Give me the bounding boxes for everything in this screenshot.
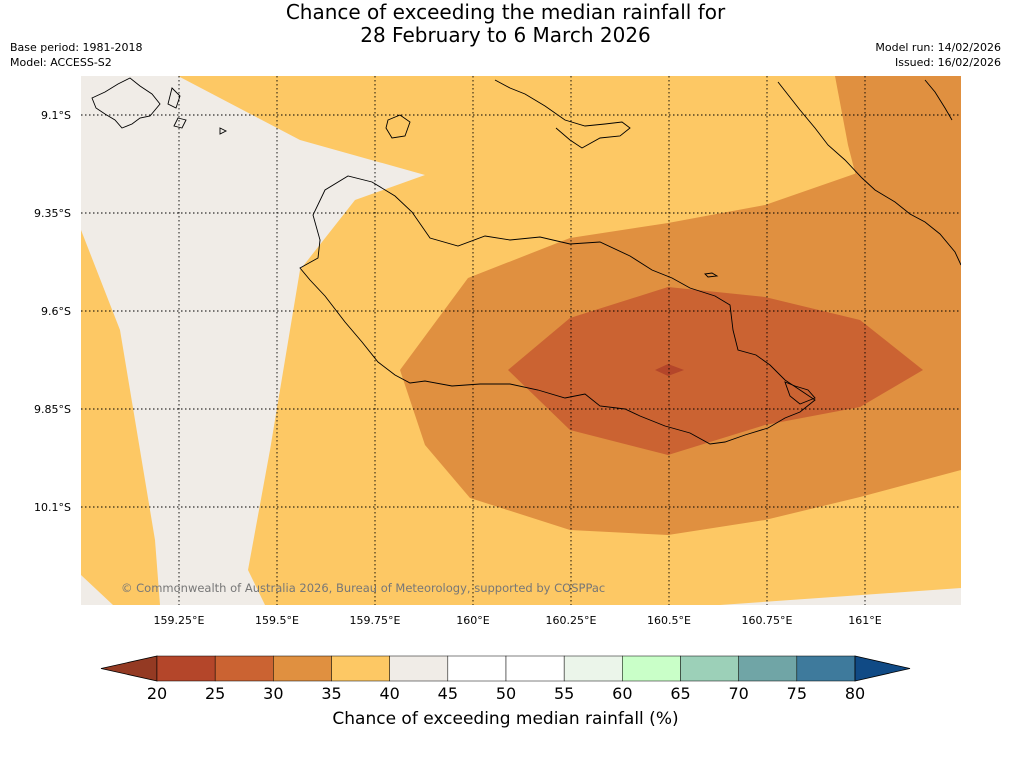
colorbar-tick-labels: 20 25 30 35 40 45 50 55 60 65 70 75 80 [147, 684, 865, 703]
colorbar-under-arrow [100, 655, 158, 682]
model-run-text: Model run: 14/02/2026 [875, 41, 1001, 54]
lon-label: 159.5°E [255, 614, 299, 627]
colorbar-tick-label: 35 [321, 684, 341, 703]
colorbar-segment [156, 655, 216, 682]
colorbar-segment [796, 655, 856, 682]
colorbar-tick-label: 25 [205, 684, 225, 703]
base-period-text: Base period: 1981-2018 [10, 41, 143, 54]
colorbar-tick-label: 20 [147, 684, 167, 703]
region-25-30 [508, 287, 923, 455]
colorbar-tick-label: 80 [845, 684, 865, 703]
colorbar-tick-label: 30 [263, 684, 283, 703]
colorbar-title: Chance of exceeding median rainfall (%) [332, 709, 679, 729]
lat-label: 10.1°S [34, 501, 71, 514]
colorbar-segment [680, 655, 739, 682]
lat-label: 9.85°S [34, 403, 71, 416]
region-40-45-west [81, 76, 425, 605]
colorbar-tick-label: 45 [438, 684, 458, 703]
region-40-45-corner [81, 575, 113, 605]
colorbar-over-arrow [854, 655, 911, 682]
colorbar-segment [738, 655, 798, 682]
lon-label: 159.75°E [350, 614, 401, 627]
colorbar-tick-label: 70 [728, 684, 748, 703]
map-title-line-1: Chance of exceeding the median rainfall … [285, 0, 726, 24]
lon-label: 160.5°E [647, 614, 691, 627]
lat-label: 9.1°S [41, 109, 71, 122]
colorbar-tick-label: 50 [496, 684, 516, 703]
colorbar-segment [389, 655, 449, 682]
lon-label: 160.75°E [742, 614, 793, 627]
issued-text: Issued: 16/02/2026 [894, 56, 1001, 69]
lat-label: 9.6°S [41, 305, 71, 318]
longitude-labels: 159.25°E 159.5°E 159.75°E 160°E 160.25°E 160.… [154, 614, 882, 627]
colorbar-segment [505, 655, 565, 682]
lon-label: 159.25°E [154, 614, 205, 627]
colorbar-tick-label: 60 [612, 684, 632, 703]
map-panel [81, 76, 961, 605]
model-text: Model: ACCESS-S2 [10, 56, 112, 69]
colorbar [100, 655, 911, 682]
colorbar-segment [563, 655, 623, 682]
colorbar-segment [447, 655, 507, 682]
latitude-labels: 9.1°S 9.35°S 9.6°S 9.85°S 10.1°S [34, 109, 71, 514]
colorbar-tick-label: 40 [379, 684, 399, 703]
coastlines [91, 77, 961, 445]
colorbar-segment [622, 655, 681, 682]
colorbar-segment [331, 655, 390, 682]
lon-label: 161°E [848, 614, 881, 627]
region-30-35-northeast [835, 76, 961, 180]
lat-label: 9.35°S [34, 207, 71, 220]
colorbar-tick-label: 75 [787, 684, 807, 703]
lon-label: 160.25°E [546, 614, 597, 627]
colorbar-tick-label: 65 [670, 684, 690, 703]
lon-label: 160°E [456, 614, 489, 627]
colorbar-segment [273, 655, 332, 682]
copyright-text: © Commonwealth of Australia 2026, Bureau… [121, 581, 605, 595]
region-40-45-south [720, 588, 961, 605]
region-20-25 [655, 364, 684, 376]
map-title-line-2: 28 February to 6 March 2026 [360, 23, 651, 47]
gridlines [81, 76, 961, 605]
colorbar-tick-label: 55 [554, 684, 574, 703]
colorbar-segment [214, 655, 274, 682]
